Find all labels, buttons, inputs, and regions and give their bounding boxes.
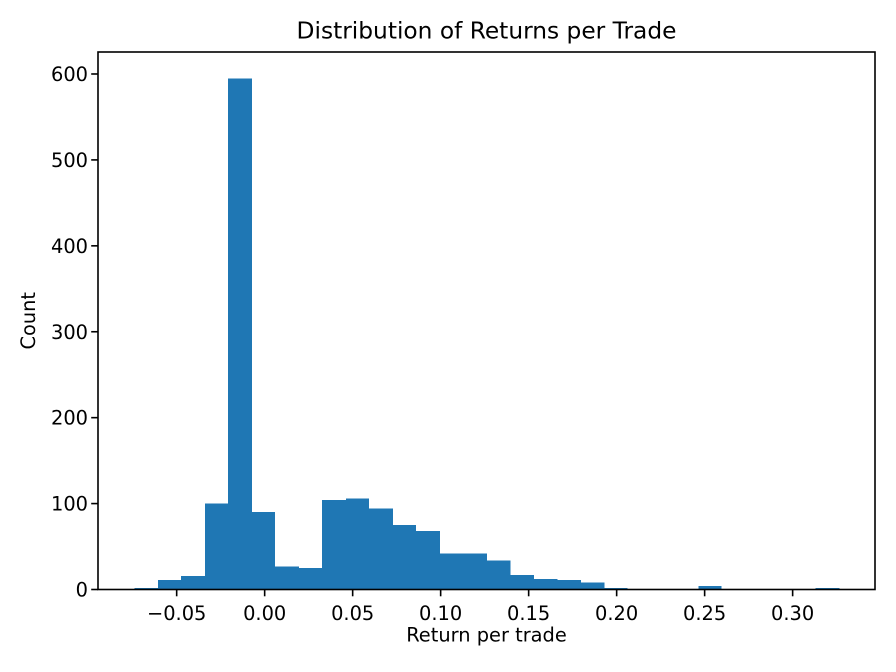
y-axis-label: Count [17, 292, 40, 350]
histogram-bar [298, 568, 323, 590]
histogram-bar [486, 560, 511, 590]
x-tick-label: 0.10 [419, 602, 462, 625]
histogram-bar [580, 582, 605, 590]
histogram-bar [275, 566, 299, 590]
histogram-bar [134, 587, 158, 590]
y-tick-label: 600 [51, 63, 88, 86]
histogram-bar [439, 553, 464, 590]
y-tick-label: 400 [51, 235, 88, 258]
x-tick-label: 0.25 [683, 602, 726, 625]
histogram-bar [322, 500, 346, 590]
histogram-bar [533, 579, 558, 590]
histogram-bar [815, 587, 840, 590]
histogram-bar [604, 587, 628, 590]
histogram-bar [557, 580, 581, 590]
histogram-bar [392, 525, 417, 590]
y-tick-label: 100 [51, 493, 88, 516]
y-tick-label: 300 [51, 321, 88, 344]
histogram-bar [463, 553, 487, 590]
histogram-bar [204, 503, 229, 590]
x-axis-label: Return per trade [406, 624, 567, 647]
bars-group [134, 78, 840, 590]
y-axis: 0 100 200 300 400 500 600 [51, 63, 98, 602]
histogram-bar [416, 531, 440, 590]
y-tick-label: 200 [51, 407, 88, 430]
histogram-bar [345, 498, 370, 590]
histogram-bar [698, 586, 722, 590]
histogram-bar [251, 512, 276, 590]
x-tick-label: 0.00 [243, 602, 286, 625]
x-tick-label: 0.05 [331, 602, 374, 625]
histogram-bar [228, 78, 252, 590]
x-tick-label: −0.05 [147, 602, 206, 625]
histogram-bar [369, 508, 393, 590]
x-axis: −0.05 0.00 0.05 0.10 0.15 0.20 0.25 0.30 [147, 589, 814, 625]
y-tick-label: 0 [76, 579, 88, 602]
axes-border [97, 51, 876, 591]
chart-title: Distribution of Returns per Trade [297, 18, 677, 45]
x-tick-label: 0.20 [595, 602, 638, 625]
x-tick-label: 0.30 [771, 602, 814, 625]
histogram-bar [181, 575, 205, 590]
y-tick-label: 500 [51, 149, 88, 172]
histogram-bar [157, 580, 182, 590]
histogram-bar [510, 574, 534, 590]
x-tick-label: 0.15 [507, 602, 550, 625]
